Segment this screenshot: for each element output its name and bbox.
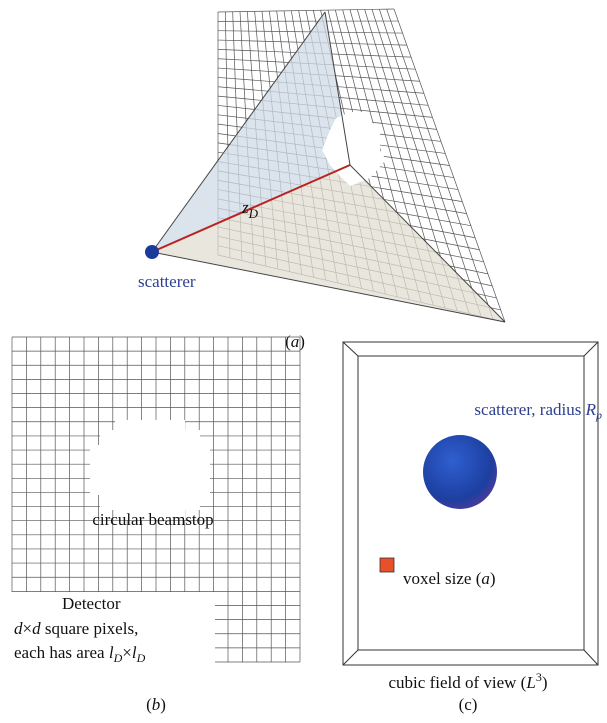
voxel — [380, 558, 394, 572]
subscript: D — [248, 206, 259, 221]
figure: scatterer zD (a) circular beamstop Detec… — [0, 0, 607, 718]
times: × — [122, 643, 132, 662]
text: ) — [490, 569, 496, 588]
letter: a — [291, 332, 300, 351]
detector-title: Detector — [62, 594, 121, 613]
scatterer-dot — [145, 245, 159, 259]
letter: b — [152, 695, 161, 714]
corner-edge — [584, 342, 598, 356]
symbol: a — [481, 569, 490, 588]
caption-a: (a) — [285, 332, 305, 351]
text: cubic field of view ( — [389, 673, 527, 692]
caption-b: (b) — [146, 695, 166, 714]
text: ) — [542, 673, 548, 692]
subscript: p — [595, 408, 602, 422]
text: each has area — [14, 643, 109, 662]
corner-edge — [343, 342, 358, 356]
text: voxel size ( — [403, 569, 482, 588]
beamstop-label: circular beamstop — [92, 510, 213, 529]
page: scatterer zD (a) circular beamstop Detec… — [0, 0, 607, 723]
text: scatterer, radius — [474, 400, 585, 419]
subscript: D — [113, 651, 123, 665]
text: square pixels, — [41, 619, 139, 638]
subscript: D — [136, 651, 146, 665]
scatterer-label: scatterer — [138, 272, 196, 291]
paren: ) — [160, 695, 166, 714]
times: × — [23, 619, 33, 638]
beamstop-hole-b — [90, 420, 210, 520]
voxel-label: voxel size (a) — [403, 569, 496, 588]
scatterer-sphere — [423, 435, 497, 509]
detector-line: each has area lD×lD — [14, 643, 146, 665]
symbol: R — [585, 400, 597, 419]
corner-edge — [343, 650, 358, 665]
detector-line: d×d square pixels, — [14, 619, 138, 638]
symbol: L — [525, 673, 535, 692]
fov-label: cubic field of view (L3) — [389, 670, 548, 692]
corner-edge — [584, 650, 598, 665]
sphere-label: scatterer, radius Rp — [474, 400, 602, 422]
caption-c: (c) — [459, 695, 478, 714]
